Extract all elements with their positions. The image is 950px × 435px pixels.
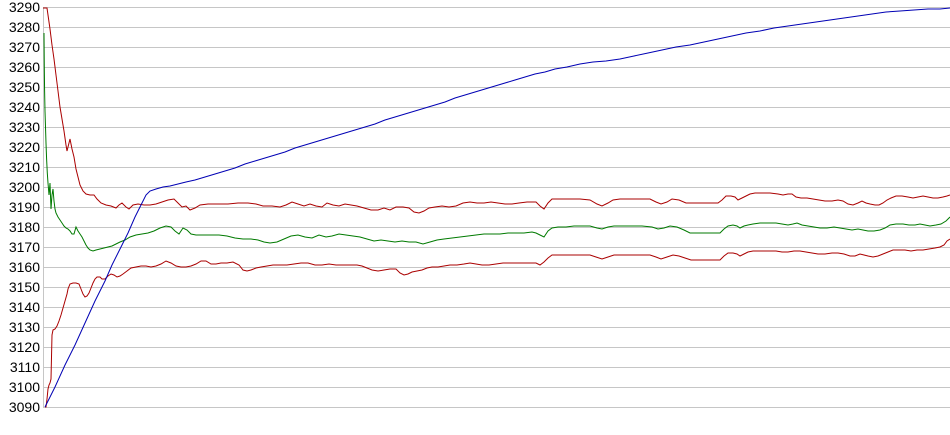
series-layer — [43, 7, 950, 408]
y-axis-tick-label: 3180 — [9, 219, 40, 235]
y-axis-tick-label: 3270 — [9, 39, 40, 55]
y-axis-tick-label: 3290 — [9, 0, 40, 15]
y-axis-tick-label: 3100 — [9, 379, 40, 395]
y-axis-tick-label: 3210 — [9, 159, 40, 175]
y-axis-tick-label: 3190 — [9, 199, 40, 215]
y-axis-tick-label: 3110 — [10, 359, 40, 375]
y-axis-tick-label: 3140 — [9, 299, 40, 315]
y-axis-labels: 3290 3280 3270 3260 3250 3240 3230 3220 3210 3200… — [9, 0, 40, 415]
lower-red-line — [45, 238, 950, 408]
green-line — [43, 32, 950, 252]
y-axis-tick-label: 3120 — [9, 339, 40, 355]
blue-line — [44, 7, 950, 408]
y-axis-tick-label: 3160 — [9, 259, 40, 275]
y-axis-tick-label: 3260 — [9, 59, 40, 75]
y-axis-tick-label: 3240 — [9, 99, 40, 115]
y-axis-tick-label: 3200 — [9, 179, 40, 195]
y-axis-tick-label: 3280 — [9, 19, 40, 35]
y-axis-tick-label: 3170 — [9, 239, 40, 255]
grid-layer — [43, 7, 950, 408]
upper-red-line — [43, 7, 950, 214]
y-axis-tick-label: 3090 — [9, 399, 40, 415]
y-axis-tick-label: 3220 — [9, 139, 40, 155]
y-axis-tick-label: 3130 — [9, 319, 40, 335]
y-axis-tick-label: 3250 — [9, 79, 40, 95]
y-axis-tick-label: 3150 — [9, 279, 40, 295]
y-axis-tick-label: 3230 — [9, 119, 40, 135]
